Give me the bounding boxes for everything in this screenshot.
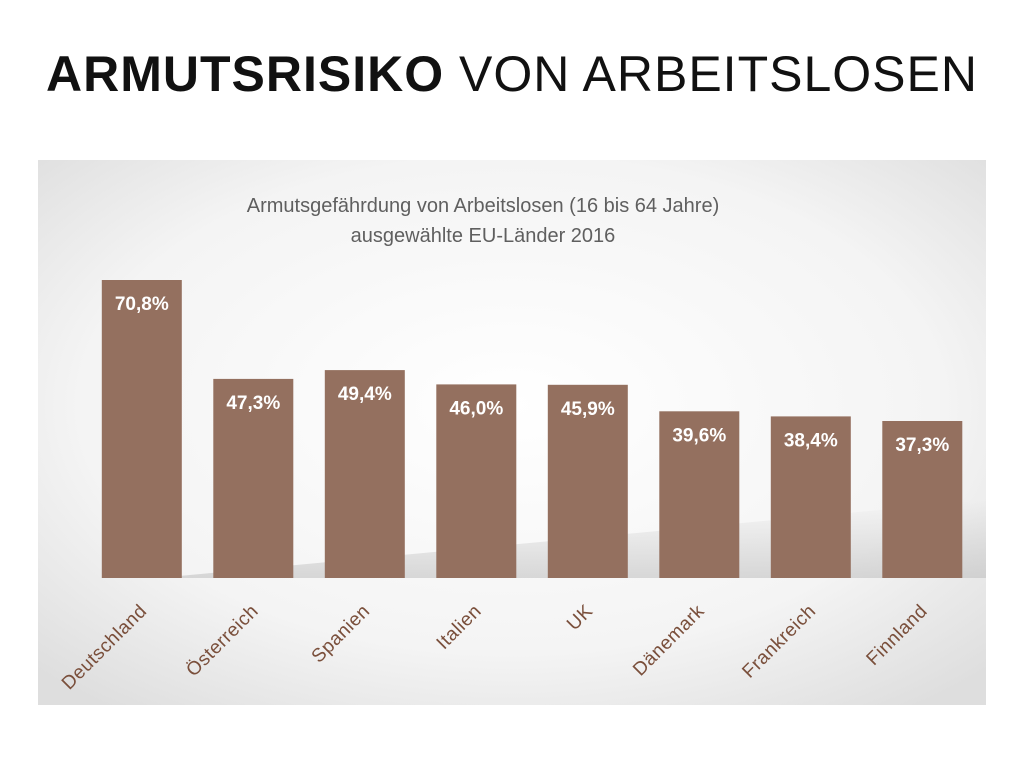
bars-layer: [101, 280, 963, 578]
bar-dänemark: [659, 411, 740, 578]
value-label-dänemark: 39,6%: [672, 425, 726, 446]
value-labels-layer: 70,8% 47,3% 49,4% 46,0% 45,9% 39,6% 38,4% 37,3%: [115, 294, 949, 456]
value-label-österreich: 47,3%: [226, 393, 280, 414]
slide-title-bold: ARMUTSRISIKO: [46, 46, 445, 102]
bar-österreich: [213, 378, 294, 578]
value-label-italien: 46,0%: [449, 398, 503, 419]
value-label-spanien: 49,4%: [338, 384, 392, 405]
bar-frankreich: [770, 416, 851, 578]
slide-title-rest: VON ARBEITSLOSEN: [459, 46, 978, 102]
slide-title: ARMUTSRISIKO VON ARBEITSLOSEN: [0, 44, 1024, 104]
bar-chart: Armutsgefährdung von Arbeitslosen (16 bi…: [38, 160, 986, 705]
bar-italien: [436, 384, 517, 578]
value-label-deutschland: 70,8%: [115, 294, 169, 315]
chart-title: Armutsgefährdung von Arbeitslosen (16 bi…: [247, 195, 720, 217]
bar-uk: [547, 384, 628, 578]
bar-finnland: [882, 421, 963, 578]
chart-subtitle: ausgewählte EU-Länder 2016: [351, 225, 616, 247]
chart-panel: Armutsgefährdung von Arbeitslosen (16 bi…: [38, 160, 986, 705]
value-label-uk: 45,9%: [561, 399, 615, 420]
value-label-finnland: 37,3%: [895, 435, 949, 456]
value-label-frankreich: 38,4%: [784, 430, 838, 451]
bar-spanien: [324, 370, 405, 578]
bar-deutschland: [101, 280, 182, 578]
